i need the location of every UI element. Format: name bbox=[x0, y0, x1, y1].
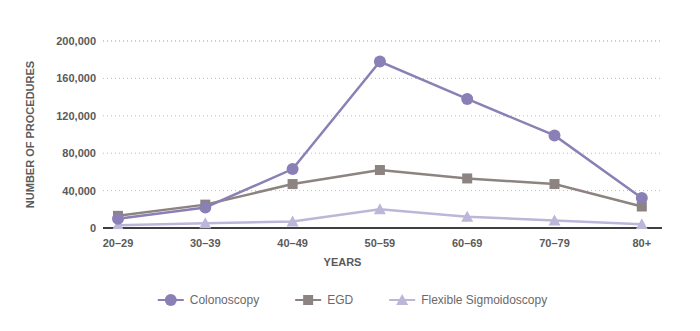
x-axis-line bbox=[103, 227, 662, 229]
x-tick-label: 70–79 bbox=[539, 237, 570, 249]
data-point bbox=[287, 215, 299, 226]
data-point bbox=[549, 215, 561, 226]
grid-line bbox=[103, 115, 662, 116]
x-tick-label: 80+ bbox=[632, 237, 651, 249]
legend-item: EGD bbox=[295, 293, 353, 307]
data-point bbox=[199, 201, 211, 213]
y-tick-label: 160,000 bbox=[56, 72, 96, 84]
series-group bbox=[113, 165, 647, 221]
legend-marker bbox=[396, 294, 408, 305]
legend-marker bbox=[165, 294, 177, 306]
legend: Colonoscopy EGD Flexible Sigmoidoscopy bbox=[158, 293, 547, 307]
data-point bbox=[549, 129, 561, 141]
data-point bbox=[287, 163, 299, 175]
chart-container: 0 40,000 80,000 120,000 160,000 200,000 20–29 3… bbox=[0, 0, 700, 331]
chart-svg: 0 40,000 80,000 120,000 160,000 200,000 20–29 3… bbox=[0, 0, 700, 331]
data-point bbox=[636, 192, 648, 204]
data-point bbox=[374, 56, 386, 68]
series-line bbox=[118, 62, 642, 219]
data-point bbox=[462, 173, 472, 183]
legend-item: Colonoscopy bbox=[158, 293, 259, 307]
legend-label: EGD bbox=[327, 293, 353, 307]
x-axis-title: YEARS bbox=[324, 256, 362, 268]
data-point bbox=[636, 218, 648, 229]
grid-line bbox=[103, 41, 662, 42]
x-tick-label: 60–69 bbox=[452, 237, 483, 249]
y-tick-label: 120,000 bbox=[56, 110, 96, 122]
x-tick-label: 20–29 bbox=[103, 237, 134, 249]
y-tick-label: 40,000 bbox=[62, 185, 96, 197]
data-point bbox=[199, 217, 211, 228]
x-tick-label: 50–59 bbox=[365, 237, 396, 249]
data-point bbox=[374, 203, 386, 214]
y-tick-label: 200,000 bbox=[56, 35, 96, 47]
y-tick-label: 80,000 bbox=[62, 147, 96, 159]
plot-area bbox=[112, 56, 648, 229]
legend-label: Colonoscopy bbox=[190, 293, 259, 307]
x-tick-label: 30–39 bbox=[190, 237, 221, 249]
data-point bbox=[550, 179, 560, 189]
grid-line bbox=[103, 78, 662, 79]
series-group bbox=[112, 56, 648, 225]
legend-label: Flexible Sigmoidoscopy bbox=[421, 293, 547, 307]
legend-item: Flexible Sigmoidoscopy bbox=[389, 293, 547, 307]
data-point bbox=[288, 179, 298, 189]
legend-marker bbox=[303, 295, 313, 305]
y-tick-label: 0 bbox=[90, 222, 96, 234]
data-point bbox=[112, 213, 124, 225]
data-point bbox=[375, 165, 385, 175]
data-point bbox=[461, 211, 473, 222]
y-axis-title: NUMBER OF PROCEDURES bbox=[24, 61, 36, 208]
x-tick-label: 40–49 bbox=[277, 237, 308, 249]
data-point bbox=[461, 93, 473, 105]
range-top-line bbox=[103, 41, 662, 42]
